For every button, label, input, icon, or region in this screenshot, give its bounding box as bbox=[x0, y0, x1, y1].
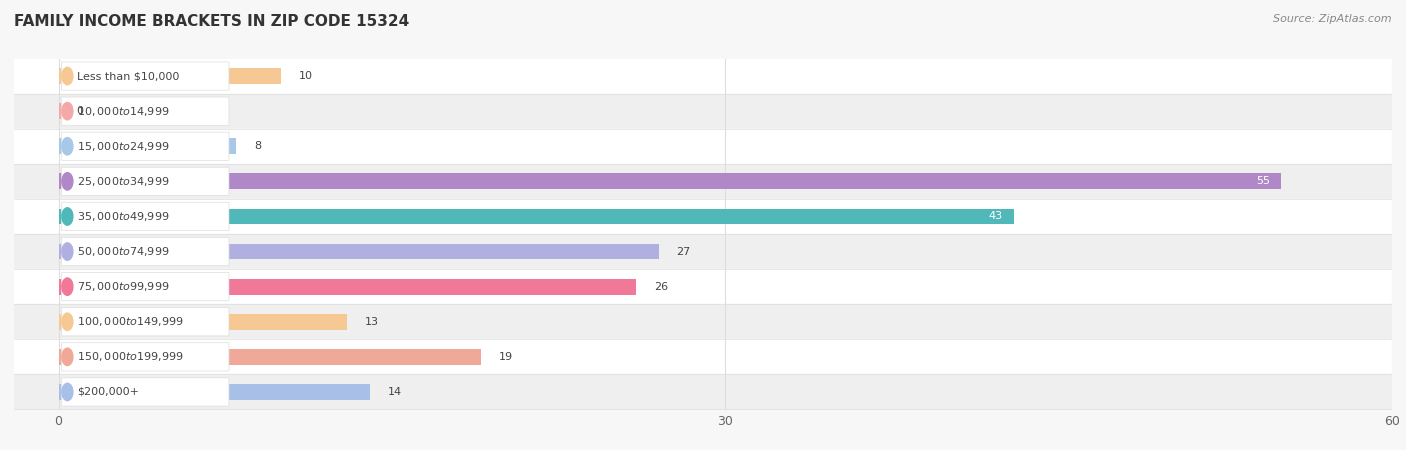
Text: 0: 0 bbox=[76, 106, 83, 116]
FancyBboxPatch shape bbox=[62, 378, 229, 406]
Circle shape bbox=[62, 138, 73, 155]
Bar bbox=[59, 384, 370, 400]
Text: 14: 14 bbox=[388, 387, 402, 397]
Bar bbox=[14, 94, 1392, 129]
Circle shape bbox=[62, 103, 73, 120]
Bar bbox=[14, 374, 1392, 410]
Text: $150,000 to $199,999: $150,000 to $199,999 bbox=[77, 351, 184, 363]
Circle shape bbox=[62, 313, 73, 330]
Bar bbox=[59, 138, 236, 154]
Bar bbox=[59, 208, 1014, 225]
FancyBboxPatch shape bbox=[62, 97, 229, 125]
Bar bbox=[14, 339, 1392, 374]
FancyBboxPatch shape bbox=[62, 273, 229, 301]
Text: 26: 26 bbox=[654, 282, 668, 292]
Bar bbox=[14, 129, 1392, 164]
Text: 43: 43 bbox=[988, 212, 1002, 221]
Text: 8: 8 bbox=[254, 141, 262, 151]
Text: 19: 19 bbox=[499, 352, 513, 362]
Text: 13: 13 bbox=[366, 317, 380, 327]
Text: $75,000 to $99,999: $75,000 to $99,999 bbox=[77, 280, 170, 293]
Bar bbox=[14, 164, 1392, 199]
Text: $50,000 to $74,999: $50,000 to $74,999 bbox=[77, 245, 170, 258]
Bar bbox=[59, 103, 65, 119]
Circle shape bbox=[62, 278, 73, 295]
Bar bbox=[59, 314, 347, 330]
Circle shape bbox=[62, 208, 73, 225]
FancyBboxPatch shape bbox=[62, 167, 229, 195]
Bar bbox=[59, 68, 281, 84]
Bar bbox=[14, 58, 1392, 94]
Bar bbox=[59, 173, 1281, 189]
Circle shape bbox=[62, 173, 73, 190]
FancyBboxPatch shape bbox=[62, 62, 229, 90]
Bar bbox=[14, 199, 1392, 234]
Bar bbox=[59, 349, 481, 365]
Bar bbox=[59, 279, 637, 295]
FancyBboxPatch shape bbox=[62, 238, 229, 266]
FancyBboxPatch shape bbox=[62, 308, 229, 336]
Text: 55: 55 bbox=[1256, 176, 1270, 186]
Text: $10,000 to $14,999: $10,000 to $14,999 bbox=[77, 105, 170, 117]
Bar bbox=[14, 269, 1392, 304]
Text: FAMILY INCOME BRACKETS IN ZIP CODE 15324: FAMILY INCOME BRACKETS IN ZIP CODE 15324 bbox=[14, 14, 409, 28]
Circle shape bbox=[62, 243, 73, 260]
Text: $100,000 to $149,999: $100,000 to $149,999 bbox=[77, 315, 184, 328]
Circle shape bbox=[62, 383, 73, 400]
Text: Less than $10,000: Less than $10,000 bbox=[77, 71, 180, 81]
Circle shape bbox=[62, 68, 73, 85]
Circle shape bbox=[62, 348, 73, 365]
Text: 27: 27 bbox=[676, 247, 690, 256]
Bar bbox=[59, 243, 658, 260]
FancyBboxPatch shape bbox=[62, 132, 229, 160]
Text: $25,000 to $34,999: $25,000 to $34,999 bbox=[77, 175, 170, 188]
Text: 10: 10 bbox=[298, 71, 312, 81]
FancyBboxPatch shape bbox=[62, 202, 229, 230]
Text: $200,000+: $200,000+ bbox=[77, 387, 139, 397]
Bar bbox=[14, 234, 1392, 269]
Text: $35,000 to $49,999: $35,000 to $49,999 bbox=[77, 210, 170, 223]
Bar bbox=[14, 304, 1392, 339]
Text: Source: ZipAtlas.com: Source: ZipAtlas.com bbox=[1274, 14, 1392, 23]
FancyBboxPatch shape bbox=[62, 343, 229, 371]
Text: $15,000 to $24,999: $15,000 to $24,999 bbox=[77, 140, 170, 153]
